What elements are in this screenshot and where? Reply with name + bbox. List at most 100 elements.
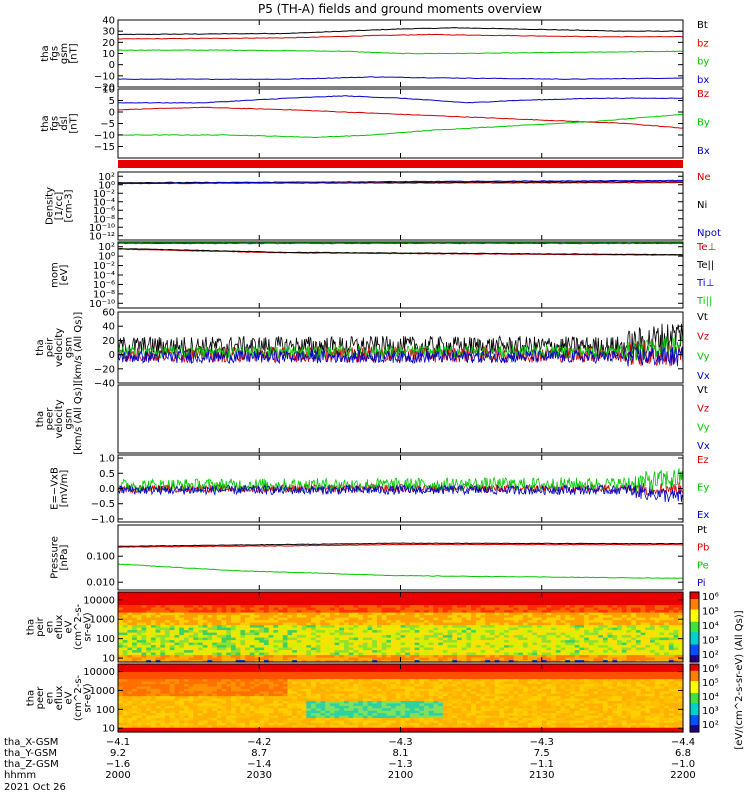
x-tick-value: 9.2 [110, 748, 126, 759]
y-tick-label: 30 [102, 27, 115, 38]
panel-frame [117, 311, 684, 384]
x-row-label: hhmm [4, 770, 36, 781]
colorbar-cell [690, 592, 699, 595]
y-tick-label: 0.0 [99, 484, 115, 495]
y-tick-label: 10 [102, 654, 115, 665]
x-tick-value: −1.6 [106, 759, 130, 770]
y-tick-label: 10⁰ [98, 180, 115, 191]
series-line-Te|| [117, 247, 684, 256]
y-tick-label: 10⁻⁸ [93, 289, 115, 300]
legend-label: Bx [697, 146, 710, 157]
colorbar-cell [690, 696, 699, 699]
colorbar-cell [690, 689, 699, 692]
y-axis-label: [nT] [68, 113, 79, 133]
legend-label: Ex [697, 510, 709, 521]
y-axis-label: tha [40, 45, 51, 61]
colorbar-tick-label: 10⁶ [702, 592, 719, 603]
colorbar-cell [690, 684, 699, 687]
y-tick-label: 0 [109, 350, 115, 361]
legend-label: Te⊥ [696, 242, 716, 253]
legend-label: Ey [697, 483, 709, 494]
colorbar-cell [690, 614, 699, 618]
colorbar-cell [690, 620, 699, 623]
legend-label: Pi [697, 578, 706, 589]
y-tick-label: 10² [98, 242, 115, 253]
colorbar-cell [690, 677, 699, 680]
series-line-Vy [117, 335, 684, 361]
colorbar-cell [690, 618, 699, 621]
colorbar-label: [eV/(cm^2-s-sr-eV) (All Qs)] [734, 610, 745, 749]
series-line-Pb [117, 543, 684, 548]
colorbar-cell [690, 681, 699, 684]
x-row-label: tha_X-GSM [4, 737, 58, 748]
colorbar-tick-label: 10⁵ [702, 678, 719, 689]
y-tick-label: 0.5 [99, 469, 115, 480]
y-axis-label: gsm [64, 337, 75, 358]
y-tick-label: 1.0 [99, 454, 115, 465]
legend-label: Ni [697, 200, 707, 211]
legend-label: by [697, 57, 709, 68]
panel-frame [117, 88, 684, 159]
colorbar-cell [690, 628, 699, 632]
colorbar-cell [690, 630, 699, 633]
colorbar-cell [690, 595, 699, 598]
colorbar-cell [690, 703, 699, 706]
colorbar-cell [690, 669, 699, 672]
y-axis-label: (cm^2-s- [73, 603, 84, 650]
x-tick-value: −4.2 [247, 737, 271, 748]
legend-label: Vz [697, 332, 709, 343]
x-row-label: tha_Y-GSM [4, 748, 57, 759]
colorbar-cell [690, 613, 699, 616]
colorbar-cell [690, 634, 699, 637]
y-tick-label: −10 [94, 71, 115, 82]
series-line-Pt [117, 542, 684, 547]
colorbar-cell [690, 672, 699, 675]
figure-title: P5 (TH-A) fields and ground moments over… [258, 2, 542, 16]
y-tick-label: −15 [94, 142, 115, 153]
colorbar-tick-label: 10² [702, 720, 719, 731]
legend-label: Ez [697, 455, 709, 466]
colorbar-cell [690, 675, 699, 679]
colorbar-cell [690, 653, 699, 656]
colorbar-tick-label: 10⁵ [702, 607, 719, 618]
y-axis-label: [km/s (All Qs)] [73, 312, 84, 384]
colorbar-cell [690, 635, 699, 639]
y-tick-label: 10⁻⁸ [93, 214, 115, 225]
colorbar-cell [690, 718, 699, 721]
legend-label: Te|| [696, 260, 714, 271]
colorbar-cell [690, 682, 699, 685]
colorbar-cell [690, 611, 699, 614]
colorbar-cell [690, 607, 699, 611]
y-tick-label: 10000 [83, 595, 115, 606]
colorbar-cell [690, 701, 699, 704]
y-axis-label: tha [26, 690, 37, 706]
y-axis-label: gsm [59, 43, 70, 64]
colorbar-cell [690, 706, 699, 709]
y-tick-label: 10⁻⁴ [93, 197, 115, 208]
y-axis-label: en [45, 621, 56, 634]
y-axis-label: velocity [54, 328, 65, 367]
colorbar-cell [690, 600, 699, 604]
y-tick-label: 60 [102, 308, 115, 319]
panel-pressure: Pt Pb Pe Pi 0.010 0.100 Pressure[nPa] [49, 524, 709, 591]
series-line-Vt [117, 323, 684, 361]
y-tick-label: 100 [96, 705, 115, 716]
y-axis-label: dsl [59, 116, 70, 130]
y-axis-label: gsm [64, 408, 75, 429]
series-line-Vz [117, 342, 684, 367]
colorbar-cell [690, 604, 699, 607]
series-line-bx [117, 76, 683, 81]
legend-label: Vt [697, 385, 708, 396]
x-tick-value: −4.4 [671, 737, 695, 748]
legend-label: Pt [697, 525, 707, 536]
y-tick-label: 10⁻¹⁰ [89, 223, 115, 234]
y-tick-label: 10⁰ [98, 252, 115, 263]
y-tick-label: 0 [109, 108, 115, 119]
colorbar-cell [690, 609, 699, 612]
y-axis-label: tha [40, 115, 51, 131]
colorbar-cell [690, 664, 699, 667]
x-tick-value: 2030 [247, 770, 272, 781]
colorbar-cell [690, 699, 699, 702]
colorbar-cell [690, 646, 699, 649]
